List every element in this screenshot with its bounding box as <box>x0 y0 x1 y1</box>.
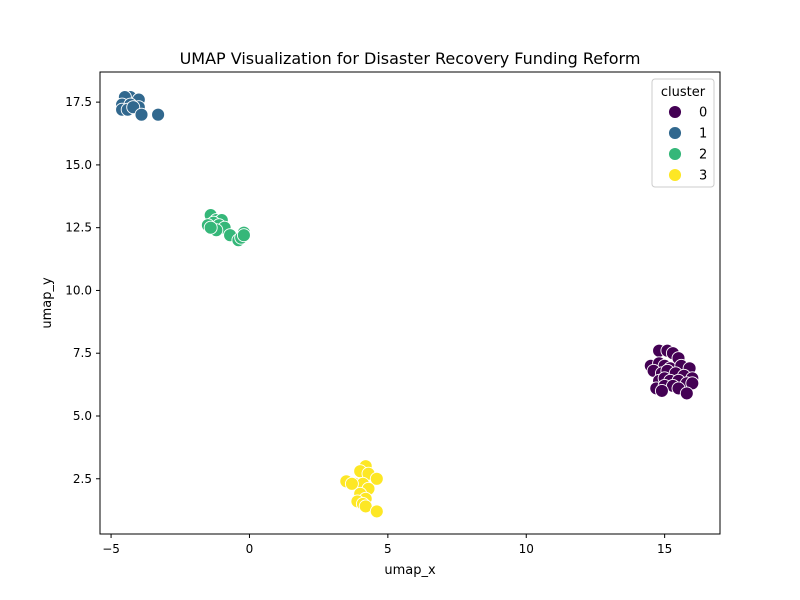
point-cluster-1 <box>151 107 166 122</box>
x-tick-label: 5 <box>384 542 392 556</box>
x-axis-label: umap_x <box>384 563 436 578</box>
point-cluster-2 <box>203 220 218 235</box>
plot-frame <box>99 71 721 535</box>
legend-label-cluster-3: 3 <box>699 169 707 184</box>
chart-title: UMAP Visualization for Disaster Recovery… <box>180 49 641 68</box>
legend-title: cluster <box>661 85 706 100</box>
legend-marker-cluster-2 <box>668 147 682 161</box>
x-axis-ticks: −5 0 5 10 15 <box>102 534 672 556</box>
x-tick-label: 0 <box>246 542 254 556</box>
legend-entries: 0 1 2 3 <box>668 105 707 184</box>
x-tick-label: −5 <box>102 542 120 556</box>
point-cluster-2 <box>236 228 251 243</box>
y-tick-label: 17.5 <box>65 95 92 109</box>
y-axis-ticks: 2.5 5.0 7.5 10.0 12.5 15.0 17.5 <box>65 95 100 486</box>
y-tick-label: 10.0 <box>65 283 92 297</box>
legend-frame <box>651 78 715 188</box>
legend: cluster 0 1 2 3 <box>651 78 715 188</box>
legend-label-cluster-0: 0 <box>699 106 707 121</box>
point-cluster-3 <box>344 476 359 491</box>
y-tick-label: 7.5 <box>73 346 92 360</box>
y-tick-label: 15.0 <box>65 158 92 172</box>
x-tick-label: 15 <box>657 542 672 556</box>
y-tick-label: 2.5 <box>73 472 92 486</box>
y-tick-label: 12.5 <box>65 221 92 235</box>
legend-marker-cluster-3 <box>668 168 682 182</box>
y-tick-label: 5.0 <box>73 409 92 423</box>
points-layer <box>115 90 700 519</box>
point-cluster-3 <box>369 504 384 519</box>
legend-label-cluster-2: 2 <box>699 148 707 163</box>
y-axis-label: umap_y <box>40 277 55 329</box>
legend-marker-cluster-1 <box>668 126 682 140</box>
x-tick-label: 10 <box>519 542 534 556</box>
legend-marker-cluster-0 <box>668 105 682 119</box>
point-cluster-0 <box>654 383 669 398</box>
point-cluster-1 <box>134 107 149 122</box>
legend-label-cluster-1: 1 <box>699 127 707 142</box>
point-cluster-0 <box>679 386 694 401</box>
point-cluster-3 <box>369 471 384 486</box>
